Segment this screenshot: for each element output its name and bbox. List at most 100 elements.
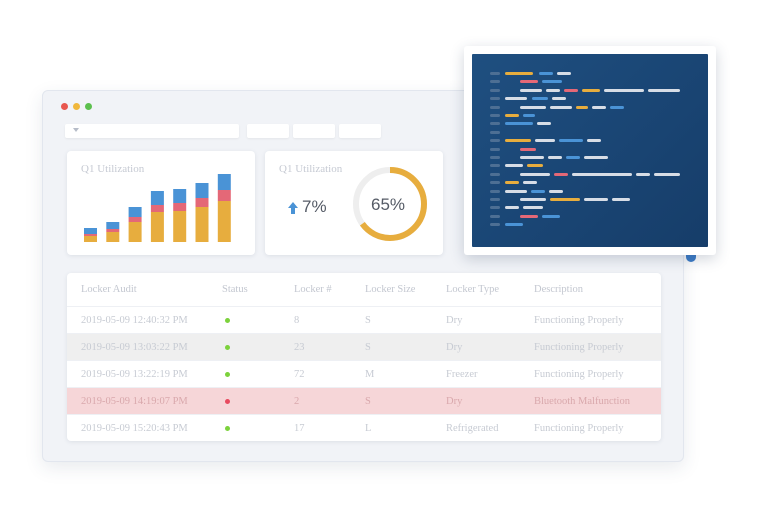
- cell-number: 72: [294, 369, 305, 380]
- code-token: [520, 105, 546, 109]
- bar-segment: [217, 201, 231, 242]
- cell-number: 8: [294, 315, 300, 326]
- utilization-donut: [353, 167, 427, 241]
- code-token: [548, 156, 562, 159]
- code-editor-screen: [472, 54, 708, 247]
- filter-select[interactable]: [65, 124, 239, 138]
- cell-time: 2019-05-09 12:40:32 PM: [81, 315, 188, 326]
- code-window-tab: [686, 252, 696, 262]
- code-token: [654, 172, 680, 176]
- bar-segment: [106, 232, 120, 242]
- code-token: [490, 97, 500, 101]
- bar-chart-title: Q1 Utilization: [81, 163, 145, 175]
- toolbar-button-3[interactable]: [339, 124, 381, 138]
- cell-size: L: [365, 423, 372, 434]
- cell-type: Freezer: [446, 369, 478, 380]
- bar-chart-card: Q1 Utilization: [67, 151, 255, 255]
- code-token: [549, 189, 563, 193]
- code-token: [542, 80, 562, 84]
- code-token: [505, 223, 523, 227]
- code-token: [490, 223, 500, 227]
- maximize-dot[interactable]: [85, 103, 92, 110]
- code-token: [520, 147, 536, 151]
- code-token: [490, 130, 500, 134]
- code-token: [592, 105, 606, 109]
- code-token: [612, 198, 630, 201]
- code-editor-window: [464, 46, 716, 255]
- cell-size: S: [365, 315, 371, 326]
- minimize-dot[interactable]: [73, 103, 80, 110]
- bar-segment: [84, 234, 97, 236]
- bar-segment: [106, 229, 120, 232]
- header-locker-type[interactable]: Locker Type: [446, 284, 500, 295]
- header-status[interactable]: Status: [222, 284, 248, 295]
- cell-description: Bluetooth Malfunction: [534, 396, 630, 407]
- table-row[interactable]: 2019-05-09 14:19:07 PM 2 S Dry Bluetooth…: [67, 387, 661, 414]
- code-token: [532, 97, 548, 101]
- code-token: [576, 105, 588, 109]
- table-row[interactable]: 2019-05-09 13:22:19 PM 72 M Freezer Func…: [67, 360, 661, 387]
- code-token: [505, 97, 527, 101]
- utilization-bar-chart: [84, 174, 231, 242]
- header-description[interactable]: Description: [534, 284, 583, 295]
- code-token: [505, 189, 527, 193]
- code-token: [550, 198, 580, 201]
- trend-value: 7%: [302, 197, 327, 216]
- code-token: [636, 172, 650, 176]
- donut-card-title: Q1 Utilization: [279, 163, 343, 175]
- table-row[interactable]: 2019-05-09 12:40:32 PM 8 S Dry Functioni…: [67, 306, 661, 333]
- bar-segment: [217, 190, 231, 201]
- code-token: [490, 156, 500, 159]
- code-token: [490, 72, 500, 75]
- code-token: [566, 156, 580, 159]
- close-dot[interactable]: [61, 103, 68, 110]
- status-error-icon: [225, 399, 230, 404]
- code-token: [520, 172, 550, 176]
- table-row[interactable]: 2019-05-09 15:20:43 PM 17 L Refrigerated…: [67, 414, 661, 441]
- code-token: [531, 189, 545, 193]
- cell-type: Dry: [446, 342, 463, 353]
- bar-segment: [173, 211, 187, 242]
- code-token: [557, 72, 571, 75]
- code-token: [550, 105, 572, 109]
- code-token: [490, 88, 500, 92]
- bar-segment: [128, 207, 142, 217]
- code-token: [505, 114, 519, 117]
- header-locker-audit[interactable]: Locker Audit: [81, 284, 137, 295]
- code-token: [505, 181, 519, 185]
- code-token: [539, 72, 553, 75]
- bar-segment: [84, 236, 97, 242]
- cell-time: 2019-05-09 14:19:07 PM: [81, 396, 188, 407]
- cell-description: Functioning Properly: [534, 315, 624, 326]
- toolbar-button-1[interactable]: [247, 124, 289, 138]
- code-token: [490, 105, 500, 109]
- code-token: [552, 97, 566, 101]
- code-token: [559, 139, 583, 143]
- code-token: [523, 206, 543, 210]
- table-row[interactable]: 2019-05-09 13:03:22 PM 23 S Dry Function…: [67, 333, 661, 360]
- code-token: [505, 72, 533, 75]
- bar-segment: [128, 222, 142, 242]
- bar-segment: [195, 207, 209, 242]
- cell-time: 2019-05-09 13:03:22 PM: [81, 342, 188, 353]
- cell-size: S: [365, 396, 371, 407]
- code-token: [537, 122, 551, 126]
- cell-type: Dry: [446, 315, 463, 326]
- header-locker-number[interactable]: Locker #: [294, 284, 332, 295]
- code-token: [584, 156, 608, 159]
- code-token: [490, 114, 500, 117]
- header-locker-size[interactable]: Locker Size: [365, 284, 416, 295]
- code-token: [587, 139, 601, 143]
- code-token: [554, 172, 568, 176]
- code-token: [520, 198, 546, 201]
- code-token: [520, 88, 542, 92]
- code-token: [490, 139, 500, 143]
- bar-segment: [150, 205, 164, 212]
- status-ok-icon: [225, 318, 230, 323]
- bar-segment: [106, 222, 120, 229]
- donut-card: Q1 Utilization 7% 65%: [265, 151, 443, 255]
- code-token: [535, 139, 555, 143]
- toolbar-button-2[interactable]: [293, 124, 335, 138]
- cell-description: Functioning Properly: [534, 423, 624, 434]
